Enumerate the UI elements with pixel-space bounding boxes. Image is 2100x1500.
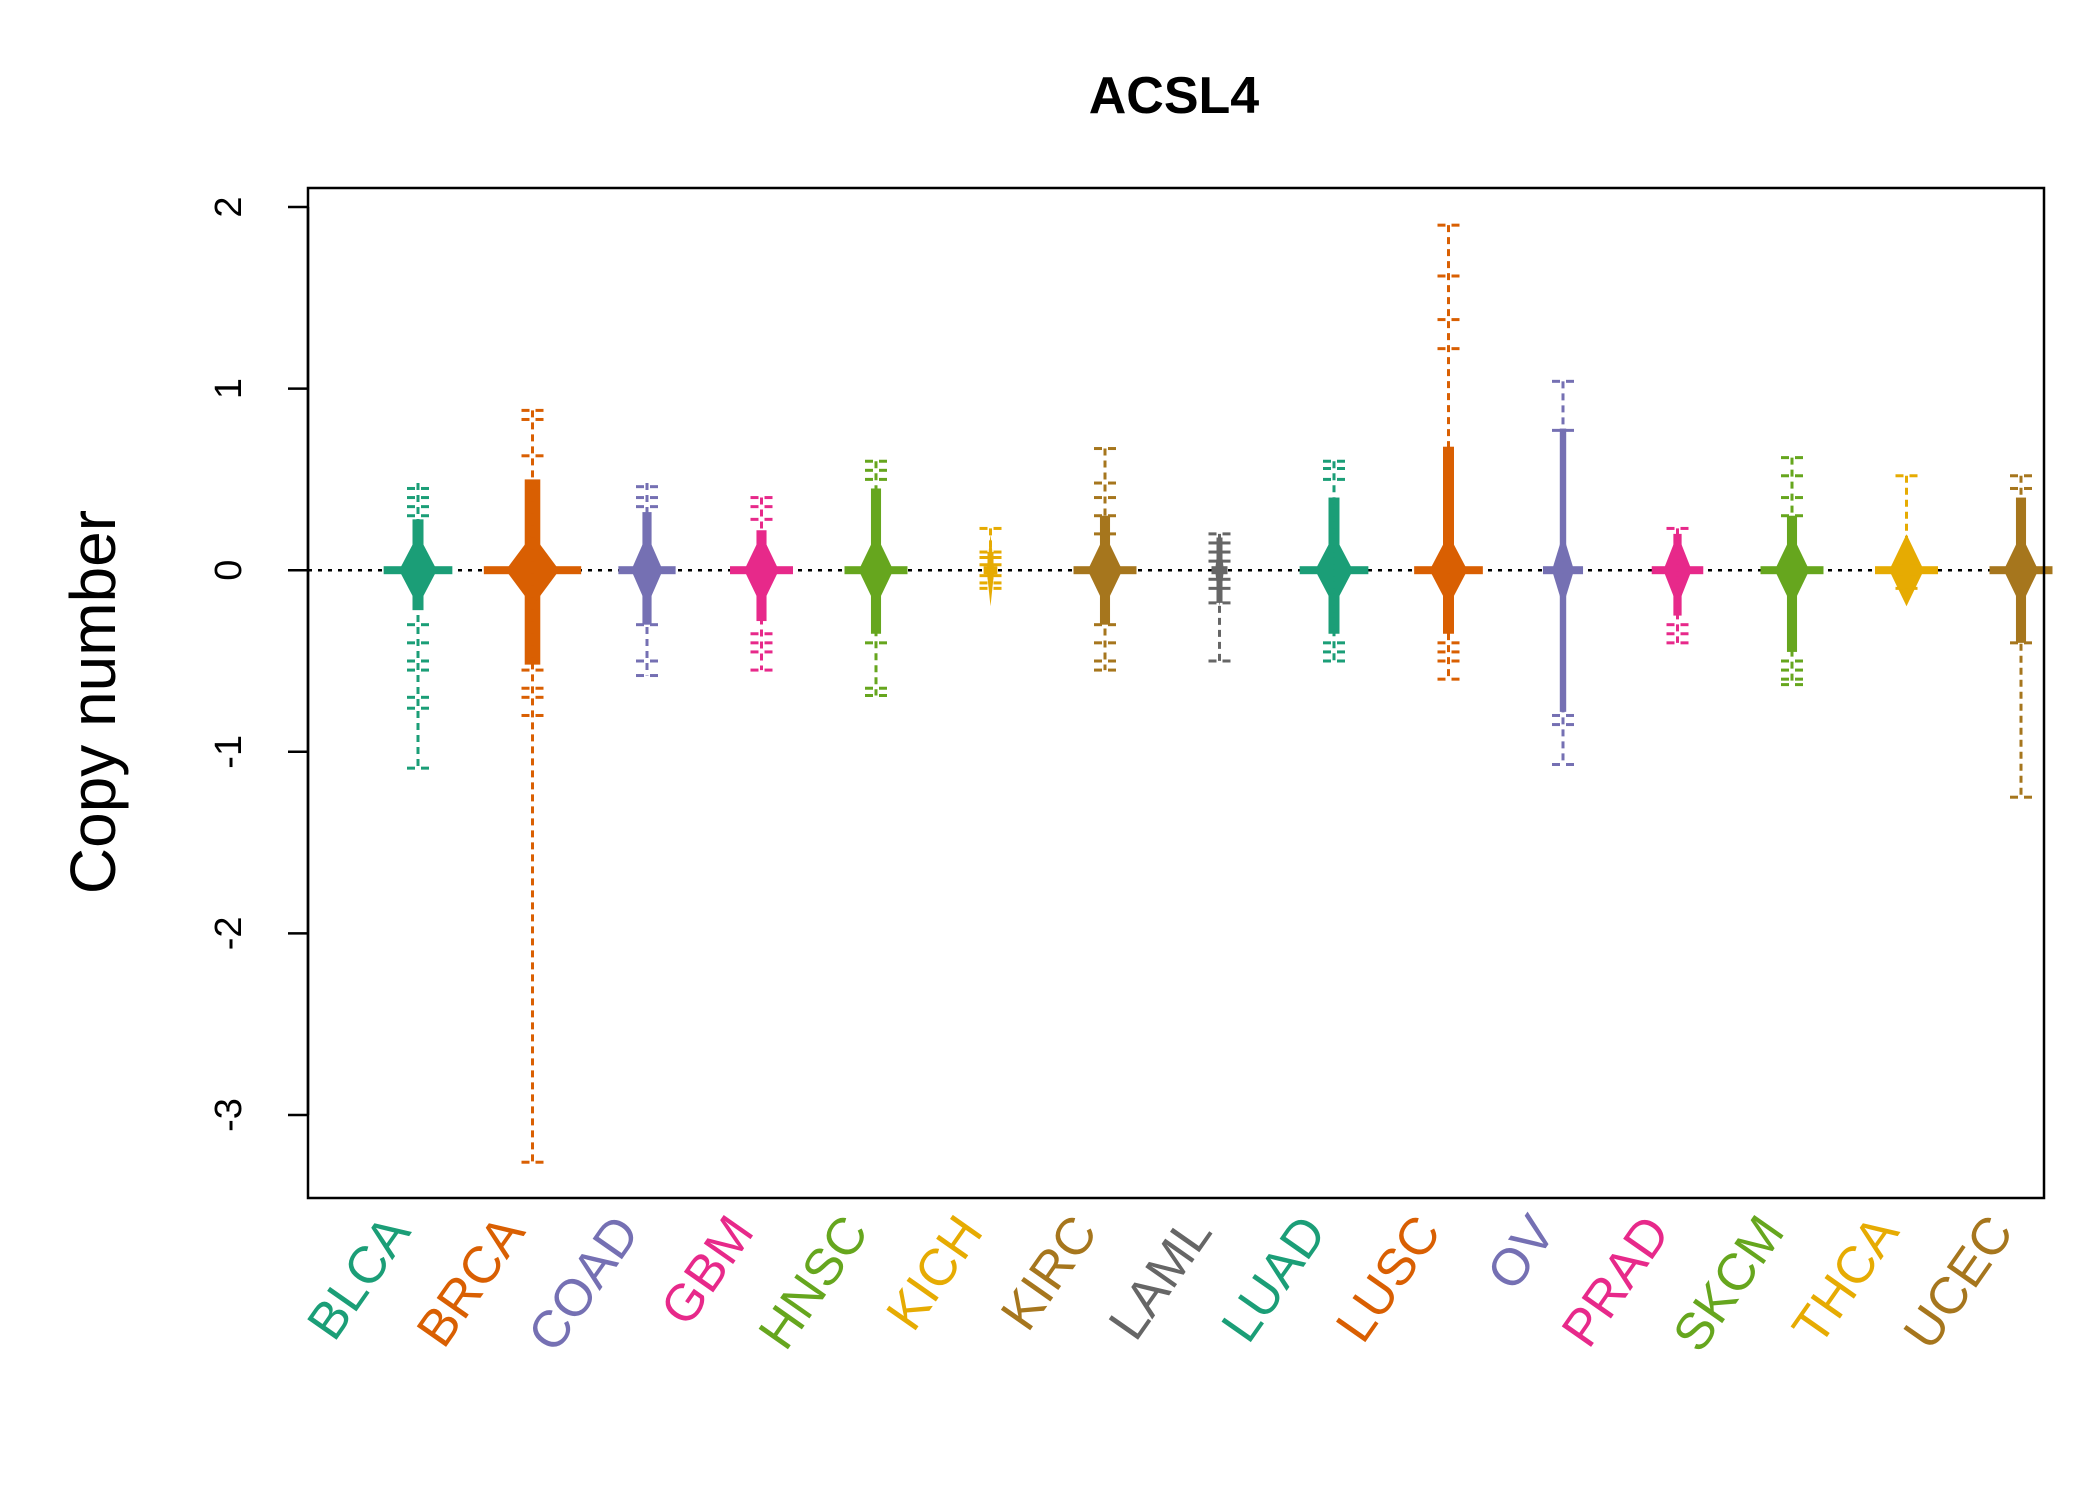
swarm-core: [1551, 534, 1575, 607]
x-tick-label: KICH: [876, 1206, 995, 1341]
y-tick-label: 1: [208, 378, 250, 399]
swarm-kich: [979, 526, 1002, 607]
swarm-brca: [483, 408, 582, 1164]
x-tick-label: THCA: [1782, 1205, 1911, 1354]
x-tick-label: GBM: [650, 1206, 765, 1336]
swarm-lusc: [1414, 223, 1483, 681]
swarm-blca: [383, 483, 453, 770]
swarm-core: [1429, 534, 1468, 607]
x-tick-label: COAD: [517, 1206, 651, 1362]
x-tick-label: LUAD: [1211, 1206, 1338, 1353]
y-tick-label: -3: [208, 1098, 250, 1132]
chart-title: ACSL4: [1089, 67, 1260, 125]
swarm-laml: [1208, 532, 1231, 663]
x-tick-label: HNSC: [748, 1206, 880, 1360]
swarm-kirc: [1073, 447, 1137, 672]
swarm-core: [2003, 534, 2039, 607]
x-tick-label: BRCA: [406, 1205, 537, 1357]
y-tick-label: 2: [208, 196, 250, 217]
plot-frame: [306, 186, 2046, 1200]
swarm-luad: [1299, 459, 1369, 663]
data-layer: [308, 223, 2053, 1164]
x-tick-label: OV: [1476, 1205, 1567, 1300]
swarm-ucec: [1989, 474, 2053, 799]
x-tick-label: LAML: [1098, 1206, 1223, 1351]
swarm-prad: [1651, 526, 1704, 645]
swarm-ov: [1542, 379, 1584, 767]
y-tick-label: -1: [208, 735, 250, 769]
x-tick-label: KIRC: [990, 1206, 1109, 1341]
x-tick-label: BLCA: [296, 1205, 422, 1350]
x-tick-label: UCEC: [1893, 1206, 2025, 1360]
swarm-hnsc: [844, 459, 908, 698]
swarm-core: [1889, 534, 1924, 607]
x-tick-label: PRAD: [1551, 1206, 1681, 1358]
x-tick-label: LUSC: [1325, 1206, 1452, 1353]
swarm-gbm: [730, 496, 793, 672]
y-tick-label: -2: [208, 917, 250, 951]
x-tick-label: SKCM: [1662, 1206, 1796, 1362]
y-axis-label: Copy number: [57, 510, 129, 894]
swarm-skcm: [1760, 456, 1824, 687]
swarm-thca: [1875, 474, 1938, 607]
y-tick-label: 0: [208, 560, 250, 581]
swarm-coad: [618, 483, 676, 678]
y-axis: -3 -2 -1 0 1 2: [208, 196, 310, 1132]
